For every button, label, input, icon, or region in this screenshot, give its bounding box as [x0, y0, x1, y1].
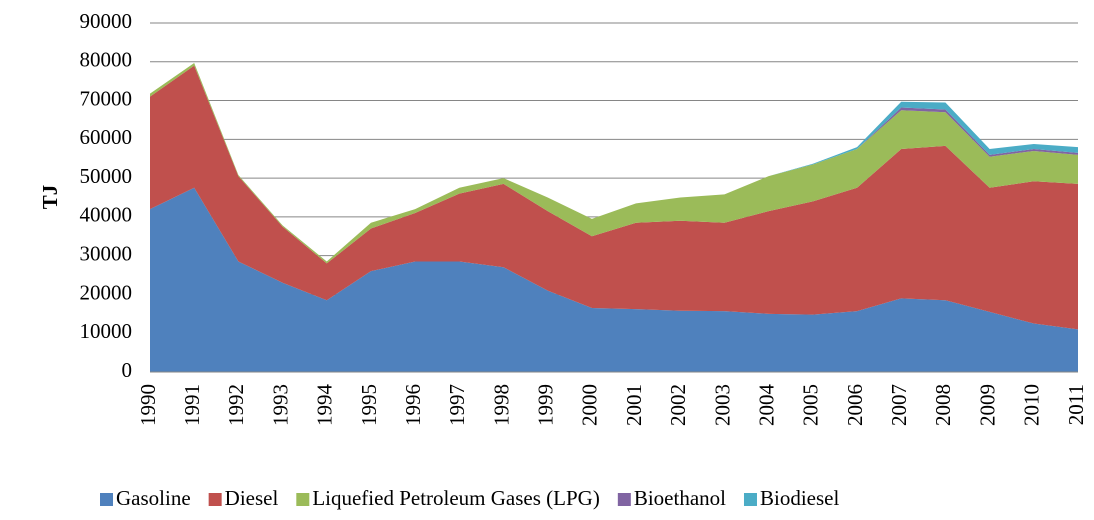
x-tick-label: 2008: [931, 384, 955, 426]
legend-swatch: [100, 493, 113, 506]
x-tick-label: 2005: [799, 384, 823, 426]
x-tick-label: 1992: [224, 384, 248, 426]
x-tick-label: 2002: [666, 384, 690, 426]
x-tick-label: 1990: [136, 384, 160, 426]
legend-swatch: [208, 493, 222, 506]
y-tick-label: 90000: [80, 9, 133, 33]
x-tick-label: 2003: [710, 384, 734, 426]
x-tick-label: 1995: [357, 384, 381, 426]
y-tick-label: 70000: [80, 86, 133, 110]
area: [150, 62, 1078, 264]
legend-label: Liquefied Petroleum Gases (LPG): [312, 486, 600, 510]
x-tick-label: 2009: [975, 384, 999, 426]
x-tick-label: 1998: [489, 384, 513, 426]
y-tick-label: 20000: [80, 280, 133, 304]
x-tick-label: 2001: [622, 384, 646, 426]
legend-label: Bioethanol: [634, 486, 726, 510]
area: [150, 187, 1078, 372]
y-tick-label: 40000: [80, 203, 133, 227]
x-tick-label: 1994: [313, 384, 337, 427]
legend-label: Biodiesel: [760, 486, 839, 510]
x-tick-label: 2000: [578, 384, 602, 426]
x-tick-label: 2007: [887, 384, 911, 426]
x-tick-label: 1997: [445, 384, 469, 426]
x-tick-label: 2006: [843, 384, 867, 426]
area: [150, 65, 1078, 330]
x-tick-label: 1999: [534, 384, 558, 426]
legend-swatch: [296, 493, 310, 506]
legend-label: Gasoline: [116, 486, 191, 510]
y-tick-label: 0: [122, 358, 133, 382]
legend-label: Diesel: [225, 486, 279, 510]
x-tick-label: 2004: [754, 384, 778, 427]
y-axis-label: TJ: [38, 185, 62, 210]
y-tick-label: 30000: [80, 241, 133, 265]
x-tick-label: 1996: [401, 384, 425, 426]
x-tick-label: 1991: [180, 384, 204, 426]
y-tick-label: 80000: [80, 48, 133, 72]
x-tick-label: 1993: [268, 384, 292, 426]
x-tick-label: 2011: [1064, 384, 1088, 425]
legend-swatch: [617, 493, 631, 506]
x-tick-label: 2010: [1020, 384, 1044, 426]
y-tick-label: 50000: [80, 164, 133, 188]
y-tick-label: 10000: [80, 319, 133, 343]
legend-swatch: [743, 493, 757, 506]
y-tick-label: 60000: [80, 125, 133, 149]
